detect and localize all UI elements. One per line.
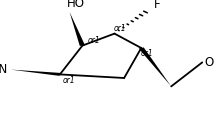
Polygon shape [139, 47, 171, 86]
Text: or1: or1 [113, 24, 126, 33]
Text: or1: or1 [63, 76, 76, 85]
Polygon shape [70, 12, 85, 46]
Text: F: F [154, 0, 161, 11]
Text: H₂N: H₂N [0, 63, 9, 76]
Text: HO: HO [67, 0, 85, 10]
Text: or1: or1 [88, 36, 100, 45]
Polygon shape [11, 70, 60, 76]
Text: or1: or1 [140, 49, 153, 58]
Text: OH: OH [204, 56, 214, 69]
